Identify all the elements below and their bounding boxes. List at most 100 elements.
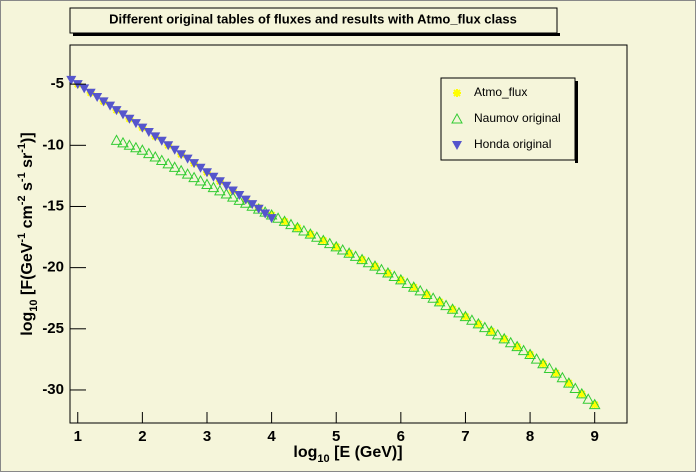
label-part: sr [19, 153, 36, 173]
label-part: -2 [16, 195, 28, 205]
triangle-marker [124, 114, 135, 124]
triangle-marker [201, 178, 213, 189]
triangle-marker [220, 187, 233, 199]
triangle-marker [485, 325, 498, 336]
triangle-marker [420, 288, 433, 300]
star-marker [293, 223, 302, 232]
star-marker [474, 319, 483, 328]
triangle-marker [556, 371, 569, 383]
triangle-marker [149, 151, 162, 162]
star-marker [306, 230, 315, 239]
triangle-marker [162, 157, 175, 169]
x-tick-label: 4 [267, 428, 276, 445]
x-axis-label: log10 [E (GeV)] [293, 444, 402, 465]
triangle-marker [304, 228, 317, 239]
triangle-marker [375, 263, 388, 275]
triangle-marker [349, 250, 362, 261]
x-tick-label: 3 [203, 428, 211, 445]
triangle-marker [427, 292, 439, 303]
label-part: -1 [16, 143, 28, 153]
triangle-marker [130, 141, 142, 153]
star-marker [526, 350, 535, 359]
triangle-marker [336, 243, 349, 255]
triangle-marker [142, 147, 155, 159]
triangle-marker [362, 256, 375, 268]
triangle-marker [285, 218, 297, 230]
triangle-marker [105, 101, 116, 111]
y-tick-label: -25 [42, 320, 64, 337]
x-tick-label: 5 [332, 428, 340, 445]
star-marker [435, 297, 444, 306]
triangle-marker [388, 270, 401, 281]
triangle-marker [575, 387, 588, 399]
y-tick-label: -15 [42, 197, 64, 214]
triangle-marker [168, 161, 181, 172]
triangle-marker [433, 295, 446, 307]
triangle-marker [110, 134, 123, 145]
triangle-marker [136, 144, 149, 155]
chart-title: Different original tables of fluxes and … [109, 11, 517, 26]
triangle-marker [382, 266, 394, 278]
triangle-marker [240, 195, 251, 205]
y-tick-label: -5 [51, 75, 64, 92]
label-part: 10 [317, 453, 329, 465]
triangle-marker [117, 136, 129, 148]
label-part: log [293, 444, 317, 461]
triangle-marker [562, 377, 575, 388]
star-marker [590, 400, 599, 409]
triangle-marker [451, 112, 463, 124]
triangle-marker [143, 127, 154, 137]
title-box [69, 7, 558, 34]
triangle-marker [214, 184, 226, 196]
triangle-marker [407, 281, 420, 292]
star-marker [319, 236, 328, 245]
legend-label: Atmo_flux [474, 85, 527, 99]
triangle-marker [150, 132, 161, 142]
triangle-marker [189, 159, 200, 169]
star-marker [370, 262, 379, 271]
triangle-marker [537, 357, 549, 369]
triangle-marker [369, 260, 381, 271]
triangle-marker [92, 92, 103, 102]
triangle-marker [530, 353, 543, 364]
triangle-marker [98, 97, 109, 107]
triangle-marker [266, 214, 277, 224]
label-part: [E (GeV)] [330, 444, 403, 461]
label-part: [F(GeV [19, 242, 36, 299]
triangle-marker [163, 141, 174, 151]
triangle-marker [452, 141, 462, 150]
triangle-marker [524, 348, 536, 359]
triangle-marker [504, 336, 517, 348]
triangle-marker [550, 367, 562, 378]
triangle-marker [130, 119, 141, 129]
star-marker [551, 369, 560, 378]
triangle-marker [155, 154, 168, 165]
triangle-marker [472, 317, 485, 329]
triangle-marker [194, 175, 207, 186]
star-marker [453, 89, 461, 97]
triangle-marker [214, 177, 225, 187]
triangle-marker [208, 172, 219, 182]
x-tick-label: 6 [397, 428, 405, 445]
star-marker [345, 249, 354, 258]
triangle-marker [226, 191, 239, 202]
x-tick-label: 8 [526, 428, 534, 445]
x-tick-label: 1 [74, 428, 82, 445]
triangle-marker [207, 181, 220, 193]
title-shadow [73, 33, 560, 36]
triangle-marker [491, 328, 504, 340]
triangle-marker [517, 344, 530, 356]
y-tick-label: -20 [42, 259, 64, 276]
triangle-marker [582, 393, 595, 404]
triangle-marker [272, 212, 284, 223]
label-part: )] [19, 132, 36, 143]
triangle-marker [291, 221, 304, 233]
label-part: 10 [28, 299, 40, 311]
triangle-marker [446, 303, 459, 314]
star-marker [500, 334, 509, 343]
plot-area [66, 75, 601, 410]
triangle-marker [317, 234, 330, 245]
star-marker [513, 342, 522, 351]
triangle-marker [453, 306, 465, 318]
triangle-marker [511, 340, 524, 352]
